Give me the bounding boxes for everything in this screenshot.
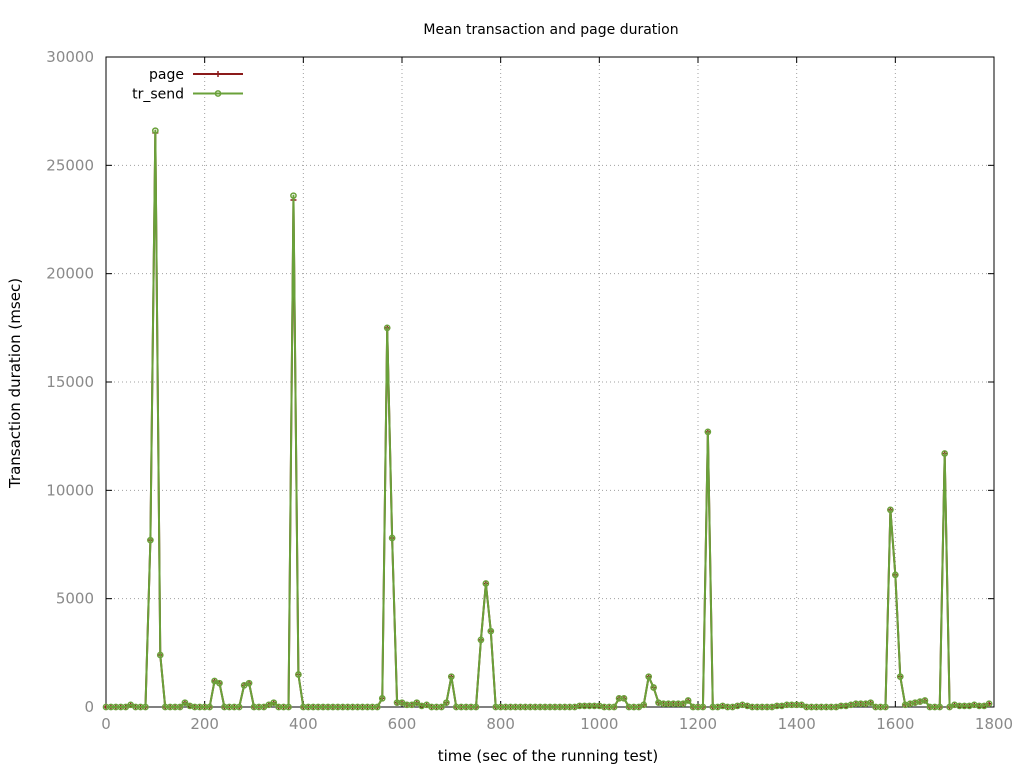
y-axis-label: Transaction duration (msec) (6, 278, 24, 489)
data-point (679, 700, 687, 708)
data-point (147, 536, 154, 544)
data-point (438, 703, 445, 711)
x-tick-label: 0 (101, 715, 111, 733)
data-point (941, 450, 949, 457)
x-axis-label: time (sec of the running test) (438, 747, 659, 765)
legend-item-page: page (149, 67, 243, 83)
y-tick-label: 25000 (46, 156, 94, 174)
data-point (891, 571, 899, 579)
y-tick-label: 30000 (46, 48, 94, 66)
data-point (684, 697, 692, 704)
data-point (640, 701, 648, 709)
x-tick-label: 1800 (975, 715, 1013, 733)
data-point (156, 651, 164, 659)
data-point (887, 506, 894, 514)
legend-marker (214, 90, 222, 97)
data-point (383, 324, 391, 332)
grid (106, 57, 994, 707)
x-tick-label: 400 (289, 715, 318, 733)
x-tick-label: 600 (388, 715, 417, 733)
x-tick-label: 800 (486, 715, 515, 733)
series-layer (102, 127, 993, 711)
data-point (285, 703, 292, 711)
data-point (447, 673, 455, 681)
y-tick-label: 10000 (46, 481, 94, 499)
legend-marker (215, 71, 221, 77)
data-point (882, 703, 889, 711)
x-tick-label: 1400 (778, 715, 816, 733)
data-point (413, 699, 421, 707)
y-tick-label: 0 (84, 698, 94, 716)
data-point (235, 703, 243, 711)
data-point (620, 694, 628, 702)
legend-label: tr_send (132, 87, 184, 103)
axis-ticks: 0 200 400 600 800 1000 1200 1400 1600 1800 0 5000 10… (46, 48, 1013, 733)
data-point (650, 684, 657, 691)
y-tick-label: 5000 (56, 590, 94, 608)
data-point (921, 697, 929, 704)
y-tick-label: 15000 (46, 373, 94, 391)
legend-item-tr-send: tr_send (132, 87, 243, 103)
data-point (270, 699, 278, 707)
data-point (373, 703, 381, 711)
data-point (645, 673, 653, 681)
data-point (704, 428, 712, 436)
data-point (443, 699, 450, 707)
data-point (142, 703, 149, 711)
data-point (699, 703, 707, 711)
data-point (482, 580, 490, 587)
x-tick-label: 1200 (679, 715, 717, 733)
series-tr-send (102, 127, 993, 711)
data-point (295, 671, 302, 678)
legend-label: page (149, 67, 184, 83)
x-tick-label: 200 (190, 715, 219, 733)
data-point (290, 192, 297, 200)
data-point (176, 703, 184, 711)
data-point (245, 679, 253, 687)
data-point (477, 636, 485, 644)
data-point (487, 627, 495, 635)
data-point (867, 699, 875, 707)
data-point (610, 703, 618, 711)
data-point (216, 679, 223, 687)
chart-title: Mean transaction and page duration (423, 22, 678, 38)
x-tick-label: 1000 (580, 715, 618, 733)
data-point (206, 703, 213, 711)
data-point (151, 127, 159, 135)
data-point (896, 673, 904, 681)
data-point (985, 700, 993, 708)
data-point (378, 694, 386, 702)
data-point (388, 534, 396, 542)
data-point (936, 703, 944, 711)
legend: page tr_send (132, 67, 243, 103)
data-point (181, 699, 189, 707)
x-tick-label: 1600 (876, 715, 914, 733)
data-point (472, 703, 480, 711)
y-tick-label: 20000 (46, 265, 94, 283)
